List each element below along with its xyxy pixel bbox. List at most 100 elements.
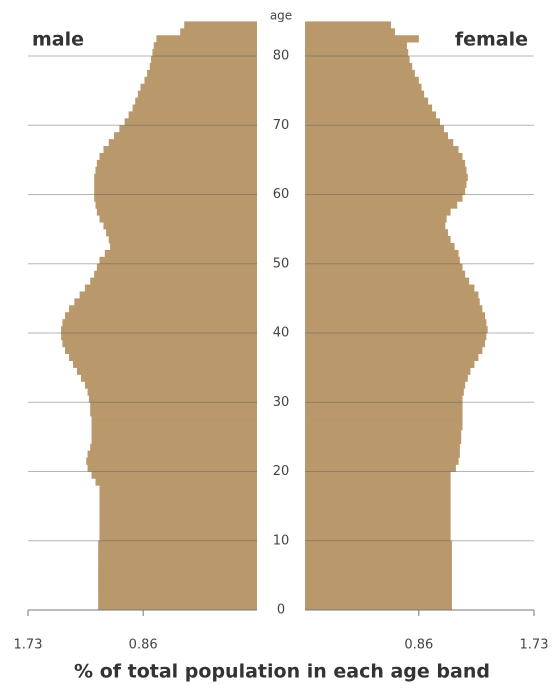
bar [84, 284, 258, 292]
bar [76, 367, 258, 375]
bar [305, 56, 410, 64]
bar [61, 326, 258, 334]
bar [305, 69, 415, 78]
bar [149, 62, 257, 71]
bar [305, 596, 452, 604]
bar [305, 346, 483, 355]
bar [305, 236, 451, 244]
bar [305, 111, 437, 119]
bar [305, 28, 396, 36]
bar [90, 443, 258, 452]
bar [305, 409, 463, 417]
bar [137, 90, 257, 98]
y-tick-label: 40 [273, 326, 290, 341]
bar [98, 582, 257, 590]
bar [88, 395, 258, 403]
bar [305, 319, 487, 327]
bar [305, 485, 451, 493]
bar [91, 423, 258, 431]
bar [94, 173, 258, 181]
bar [305, 381, 466, 389]
bar [305, 575, 452, 583]
y-tick-label: 60 [273, 187, 290, 202]
bar [87, 388, 258, 396]
bar [184, 21, 257, 29]
bar [99, 485, 257, 493]
bar [62, 319, 257, 327]
bar [98, 589, 257, 597]
bar [305, 388, 464, 396]
bar [305, 159, 466, 168]
bar [65, 346, 257, 355]
bar [94, 194, 258, 202]
bar [305, 49, 409, 57]
bar [98, 603, 257, 611]
bar [98, 554, 257, 562]
bar [305, 492, 451, 500]
bar [305, 443, 460, 452]
bar [99, 526, 257, 535]
bar [135, 97, 257, 105]
bar [99, 519, 257, 528]
bar [305, 326, 488, 334]
bar [305, 589, 452, 597]
bar [119, 125, 257, 133]
bar [99, 533, 257, 542]
bar [305, 173, 468, 181]
bar [108, 236, 257, 244]
x-tick-label: 1.73 [14, 638, 43, 653]
bar [62, 339, 257, 348]
bar [152, 49, 257, 57]
bar [147, 69, 257, 78]
bar [305, 187, 466, 195]
bar [99, 513, 257, 521]
y-tick-label: 0 [277, 603, 285, 618]
bar [305, 429, 462, 438]
bar [114, 132, 257, 140]
bar [96, 263, 257, 271]
bar [98, 596, 257, 604]
bar [305, 506, 451, 514]
bar [305, 450, 460, 458]
x-tick-label: 0.86 [129, 638, 158, 653]
bar [305, 125, 444, 133]
bar [305, 436, 462, 445]
bar [305, 353, 479, 362]
bar [305, 83, 422, 91]
bar [74, 298, 257, 306]
bar [156, 35, 257, 43]
bar [305, 360, 475, 368]
bar [305, 540, 452, 548]
bar [124, 118, 257, 126]
y-tick-label: 30 [273, 395, 290, 410]
bar [151, 56, 257, 64]
male-label: male [32, 29, 84, 51]
bar [69, 305, 257, 313]
bar [90, 409, 258, 417]
bar [94, 187, 258, 195]
bar [305, 367, 471, 375]
bar [103, 146, 257, 154]
bar [96, 208, 257, 216]
bar [305, 21, 392, 29]
bar [305, 603, 452, 611]
bar [98, 575, 257, 583]
bar [79, 291, 258, 299]
bar [305, 423, 463, 431]
bar [305, 457, 459, 465]
bar [80, 374, 258, 382]
bar [132, 104, 257, 112]
bar [305, 277, 470, 285]
bar [84, 381, 258, 389]
bar [305, 132, 448, 140]
bar [99, 256, 257, 265]
bar [87, 450, 258, 458]
bar [305, 402, 463, 410]
bar [305, 263, 463, 271]
bar [94, 180, 258, 188]
bar [305, 97, 429, 105]
bar [153, 42, 257, 50]
bar [305, 547, 452, 555]
bar [305, 166, 467, 175]
bar [305, 284, 475, 292]
